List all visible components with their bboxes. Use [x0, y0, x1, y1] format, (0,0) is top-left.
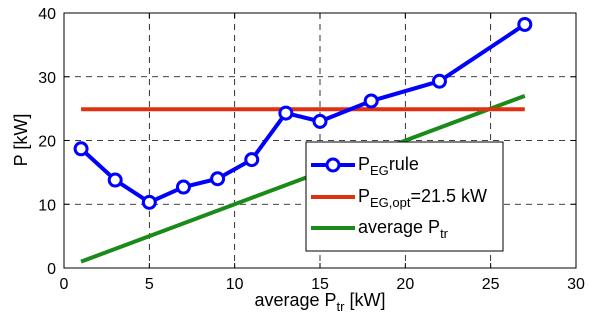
legend-label-peg-opt-suffix: =21.5 kW	[410, 186, 487, 206]
legend-label-avg-ptr: average Ptr	[358, 217, 449, 241]
legend-label-peg-rule-main: P	[358, 154, 370, 174]
data-point-peg-rule	[210, 171, 226, 187]
legend-label-peg-rule-suffix: rule	[389, 154, 419, 174]
y-tick-label: 10	[38, 197, 56, 214]
y-tick-label: 30	[38, 70, 56, 87]
data-point-peg-rule	[107, 172, 123, 188]
x-axis-label-main: average P	[254, 290, 336, 310]
data-point-peg-rule	[73, 141, 89, 157]
data-point-peg-rule	[175, 179, 191, 195]
series-layer	[73, 16, 533, 264]
x-tick-label: 5	[145, 276, 154, 293]
legend-marker-peg-rule	[325, 157, 341, 173]
data-point-peg-rule	[244, 152, 260, 168]
ticks	[63, 12, 577, 269]
series-line-avg-ptr	[80, 94, 526, 264]
data-point-peg-rule	[278, 105, 294, 121]
legend-label-peg-rule: PEGrule	[358, 154, 419, 178]
legend-label-avg-ptr-sub: tr	[440, 226, 449, 241]
x-tick-label: 0	[60, 276, 69, 293]
x-tick-label: 20	[396, 276, 414, 293]
legend: PEGrule PEG,opt=21.5 kW average Ptr	[305, 141, 504, 252]
y-axis-label: P [kW]	[11, 114, 31, 167]
data-point-peg-rule	[431, 73, 447, 89]
legend-label-peg-opt-sub: EG,opt	[370, 195, 411, 210]
x-tick-label: 30	[567, 276, 585, 293]
legend-label-avg-ptr-main: average P	[358, 217, 440, 237]
legend-label-peg-rule-sub: EG	[370, 163, 389, 178]
y-tick-label: 20	[38, 134, 56, 151]
data-point-peg-rule	[141, 194, 157, 210]
tick-labels: 0 5 10 15 20 25 30 0 10 20 30 40	[38, 6, 585, 293]
x-axis-label-suffix: [kW]	[345, 290, 386, 310]
x-axis-label: average Ptr [kW]	[254, 290, 385, 314]
y-tick-label: 40	[38, 6, 56, 23]
legend-label-peg-opt-main: P	[358, 186, 370, 206]
x-tick-label: 15	[311, 276, 329, 293]
data-point-peg-rule	[517, 16, 533, 32]
x-tick-label: 25	[482, 276, 500, 293]
x-tick-label: 10	[226, 276, 244, 293]
data-point-peg-rule	[363, 93, 379, 109]
legend-label-peg-opt: PEG,opt=21.5 kW	[358, 186, 487, 210]
data-point-peg-rule	[312, 113, 328, 129]
x-axis-label-sub: tr	[337, 299, 346, 314]
y-tick-label: 0	[47, 261, 56, 278]
